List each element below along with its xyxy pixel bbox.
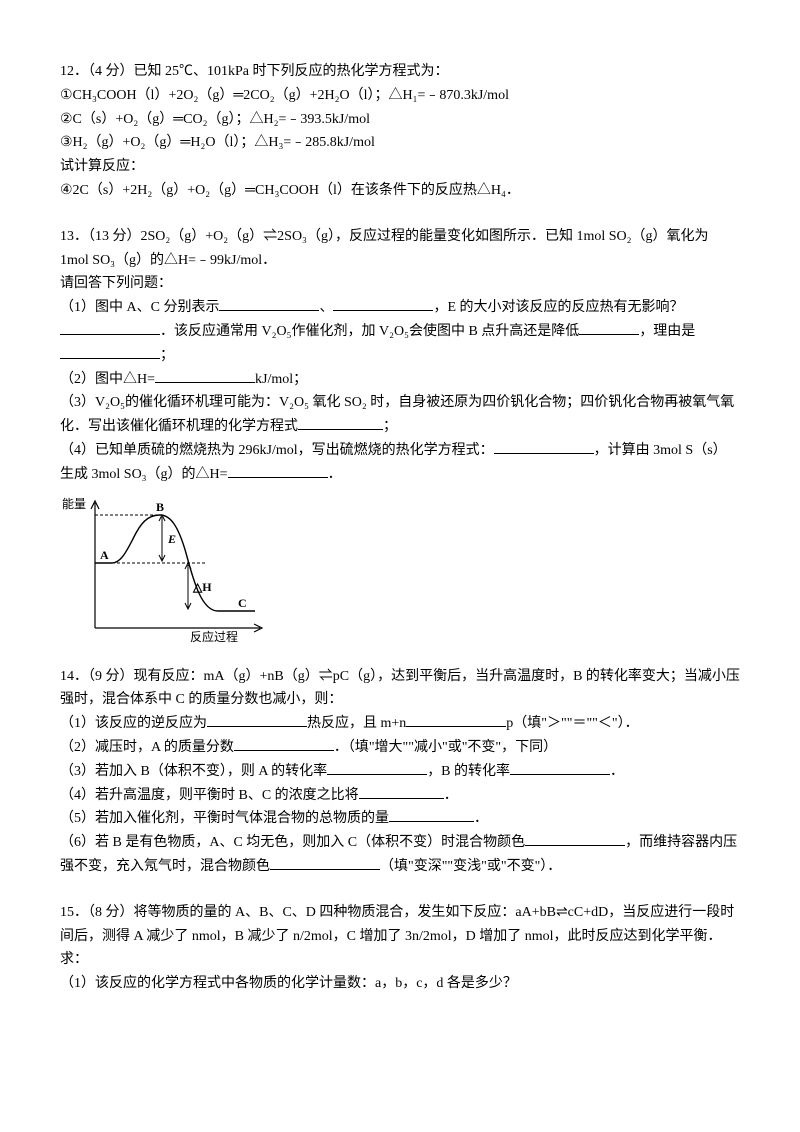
q12-eq3: ③H₂（g）+O₂（g）═H₂O（l）；△H₃=﹣285.8kJ/mol bbox=[60, 131, 740, 155]
q14-p5: （5）若加入催化剂，平衡时气体混合物的总物质的量 ． bbox=[60, 807, 740, 831]
q14-header: 14．（9 分）现有反应：mA（g）+nB（g）⇌pC（g），达到平衡后，当升高… bbox=[60, 665, 740, 713]
blank bbox=[389, 808, 474, 822]
q14-p4a: （4）若升高温度，则平衡时 B、C 的浓度之比将 bbox=[60, 788, 359, 803]
q14-p5b: ． bbox=[474, 811, 488, 826]
q13-p4c: ． bbox=[328, 467, 342, 482]
blank bbox=[494, 440, 594, 454]
q14-p6a: （6）若 B 是有色物质，A、C 均无色，则加入 C（体积不变）时混合物颜色 bbox=[60, 835, 525, 850]
blank bbox=[60, 345, 160, 359]
q13-p1e: ，理由是 bbox=[639, 324, 695, 339]
q13-p4: （4）已知单质硫的燃烧热为 296kJ/mol，写出硫燃烧的热化学方程式：，计算… bbox=[60, 439, 740, 487]
q14-p2a: （2）减压时，A 的质量分数 bbox=[60, 740, 234, 755]
q12-eq2: ②C（s）+O₂（g）═CO₂（g）；△H₂=﹣393.5kJ/mol bbox=[60, 108, 740, 132]
q13-p3a: （3）V₂O₅的催化循环机理可能为：V₂O₅ 氧化 SO₂ 时，自身被还原为四价… bbox=[60, 395, 734, 434]
q13-p1: （1）图中 A、C 分别表示 、 ，E 的大小对该反应的反应热有无影响？ ．该反应通常… bbox=[60, 296, 740, 367]
energy-curve-svg: 能量 A B C E △H 反应过程 bbox=[60, 493, 270, 643]
label-E: E bbox=[167, 532, 176, 546]
blank bbox=[234, 737, 334, 751]
q13-p2a: （2）图中△H= bbox=[60, 372, 155, 387]
q13-p1c: ，E 的大小对该反应的反应热有无影响？ bbox=[433, 300, 683, 315]
blank bbox=[207, 713, 307, 727]
q14-p6c: （填"变深""变浅"或"不变"）． bbox=[380, 859, 561, 874]
label-A: A bbox=[100, 548, 109, 562]
q14-p2b: ．（填"增大""减小"或"不变"，下同） bbox=[334, 740, 557, 755]
label-C: C bbox=[238, 596, 247, 610]
q13-line2: 请回答下列问题： bbox=[60, 272, 740, 296]
q14-p4b: ． bbox=[444, 788, 458, 803]
blank bbox=[270, 856, 380, 870]
q14-p3a: （3）若加入 B（体积不变），则 A 的转化率 bbox=[60, 764, 327, 779]
q14-p1b: 热反应，且 m+n bbox=[307, 716, 406, 731]
y-axis-label: 能量 bbox=[62, 497, 86, 511]
q15-p1: （1）该反应的化学方程式中各物质的化学计量数：a，b，c，d 各是多少？ bbox=[60, 972, 740, 996]
q15-header: 15．（8 分）将等物质的量的 A、B、C、D 四种物质混合，发生如下反应：aA… bbox=[60, 901, 740, 972]
q14-p1c: p（填"＞""＝""＜"）． bbox=[506, 716, 638, 731]
blank bbox=[525, 832, 625, 846]
q14-p1a: （1）该反应的逆反应为 bbox=[60, 716, 207, 731]
blank bbox=[228, 464, 328, 478]
blank bbox=[327, 761, 427, 775]
q14-p3c: ． bbox=[610, 764, 624, 779]
q14-p1: （1）该反应的逆反应为 热反应，且 m+n p（填"＞""＝""＜"）． bbox=[60, 712, 740, 736]
blank bbox=[579, 321, 639, 335]
q12-header: 12．（4 分）已知 25℃、101kPa 时下列反应的热化学方程式为： bbox=[60, 60, 740, 84]
q14-p2: （2）减压时，A 的质量分数 ．（填"增大""减小"或"不变"，下同） bbox=[60, 736, 740, 760]
q13-p2b: kJ/mol； bbox=[255, 372, 307, 387]
q14-p3b: ，B 的转化率 bbox=[427, 764, 510, 779]
q13-p1b: 、 bbox=[319, 300, 333, 315]
blank bbox=[155, 369, 255, 383]
question-13: 13．（13 分）2SO₂（g）+O₂（g）⇌2SO₃（g），反应过程的能量变化… bbox=[60, 225, 740, 643]
q13-p1d: ．该反应通常用 V₂O₅作催化剂，加 V₂O₅会使图中 B 点升高还是降低 bbox=[160, 324, 579, 339]
q14-p6: （6）若 B 是有色物质，A、C 均无色，则加入 C（体积不变）时混合物颜色，而… bbox=[60, 831, 740, 879]
q13-p4a: （4）已知单质硫的燃烧热为 296kJ/mol，写出硫燃烧的热化学方程式： bbox=[60, 443, 494, 458]
blank bbox=[298, 416, 383, 430]
q13-p3: （3）V₂O₅的催化循环机理可能为：V₂O₅ 氧化 SO₂ 时，自身被还原为四价… bbox=[60, 391, 740, 439]
q13-p1f: ； bbox=[160, 348, 174, 363]
blank bbox=[333, 297, 433, 311]
question-15: 15．（8 分）将等物质的量的 A、B、C、D 四种物质混合，发生如下反应：aA… bbox=[60, 901, 740, 996]
label-dH: △H bbox=[192, 580, 212, 594]
q13-p1a: （1）图中 A、C 分别表示 bbox=[60, 300, 219, 315]
q13-p2: （2）图中△H= kJ/mol； bbox=[60, 368, 740, 392]
blank bbox=[406, 713, 506, 727]
energy-diagram: 能量 A B C E △H 反应过程 bbox=[60, 493, 740, 643]
blank bbox=[510, 761, 610, 775]
q13-p3b: ； bbox=[383, 419, 397, 434]
q12-eq1: ①CH₃COOH（l）+2O₂（g）═2CO₂（g）+2H₂O（l）；△H₁=﹣… bbox=[60, 84, 740, 108]
q12-eq4: ④2C（s）+2H₂（g）+O₂（g）═CH₃COOH（l）在该条件下的反应热△… bbox=[60, 179, 740, 203]
question-12: 12．（4 分）已知 25℃、101kPa 时下列反应的热化学方程式为： ①CH… bbox=[60, 60, 740, 203]
q14-p5a: （5）若加入催化剂，平衡时气体混合物的总物质的量 bbox=[60, 811, 389, 826]
q14-p4: （4）若升高温度，则平衡时 B、C 的浓度之比将 ． bbox=[60, 784, 740, 808]
label-B: B bbox=[156, 500, 164, 514]
blank bbox=[60, 321, 160, 335]
q13-header: 13．（13 分）2SO₂（g）+O₂（g）⇌2SO₃（g），反应过程的能量变化… bbox=[60, 225, 740, 273]
blank bbox=[359, 785, 444, 799]
blank bbox=[219, 297, 319, 311]
question-14: 14．（9 分）现有反应：mA（g）+nB（g）⇌pC（g），达到平衡后，当升高… bbox=[60, 665, 740, 879]
x-axis-label: 反应过程 bbox=[190, 629, 238, 643]
q14-p3: （3）若加入 B（体积不变），则 A 的转化率 ，B 的转化率 ． bbox=[60, 760, 740, 784]
q12-line4: 试计算反应： bbox=[60, 155, 740, 179]
